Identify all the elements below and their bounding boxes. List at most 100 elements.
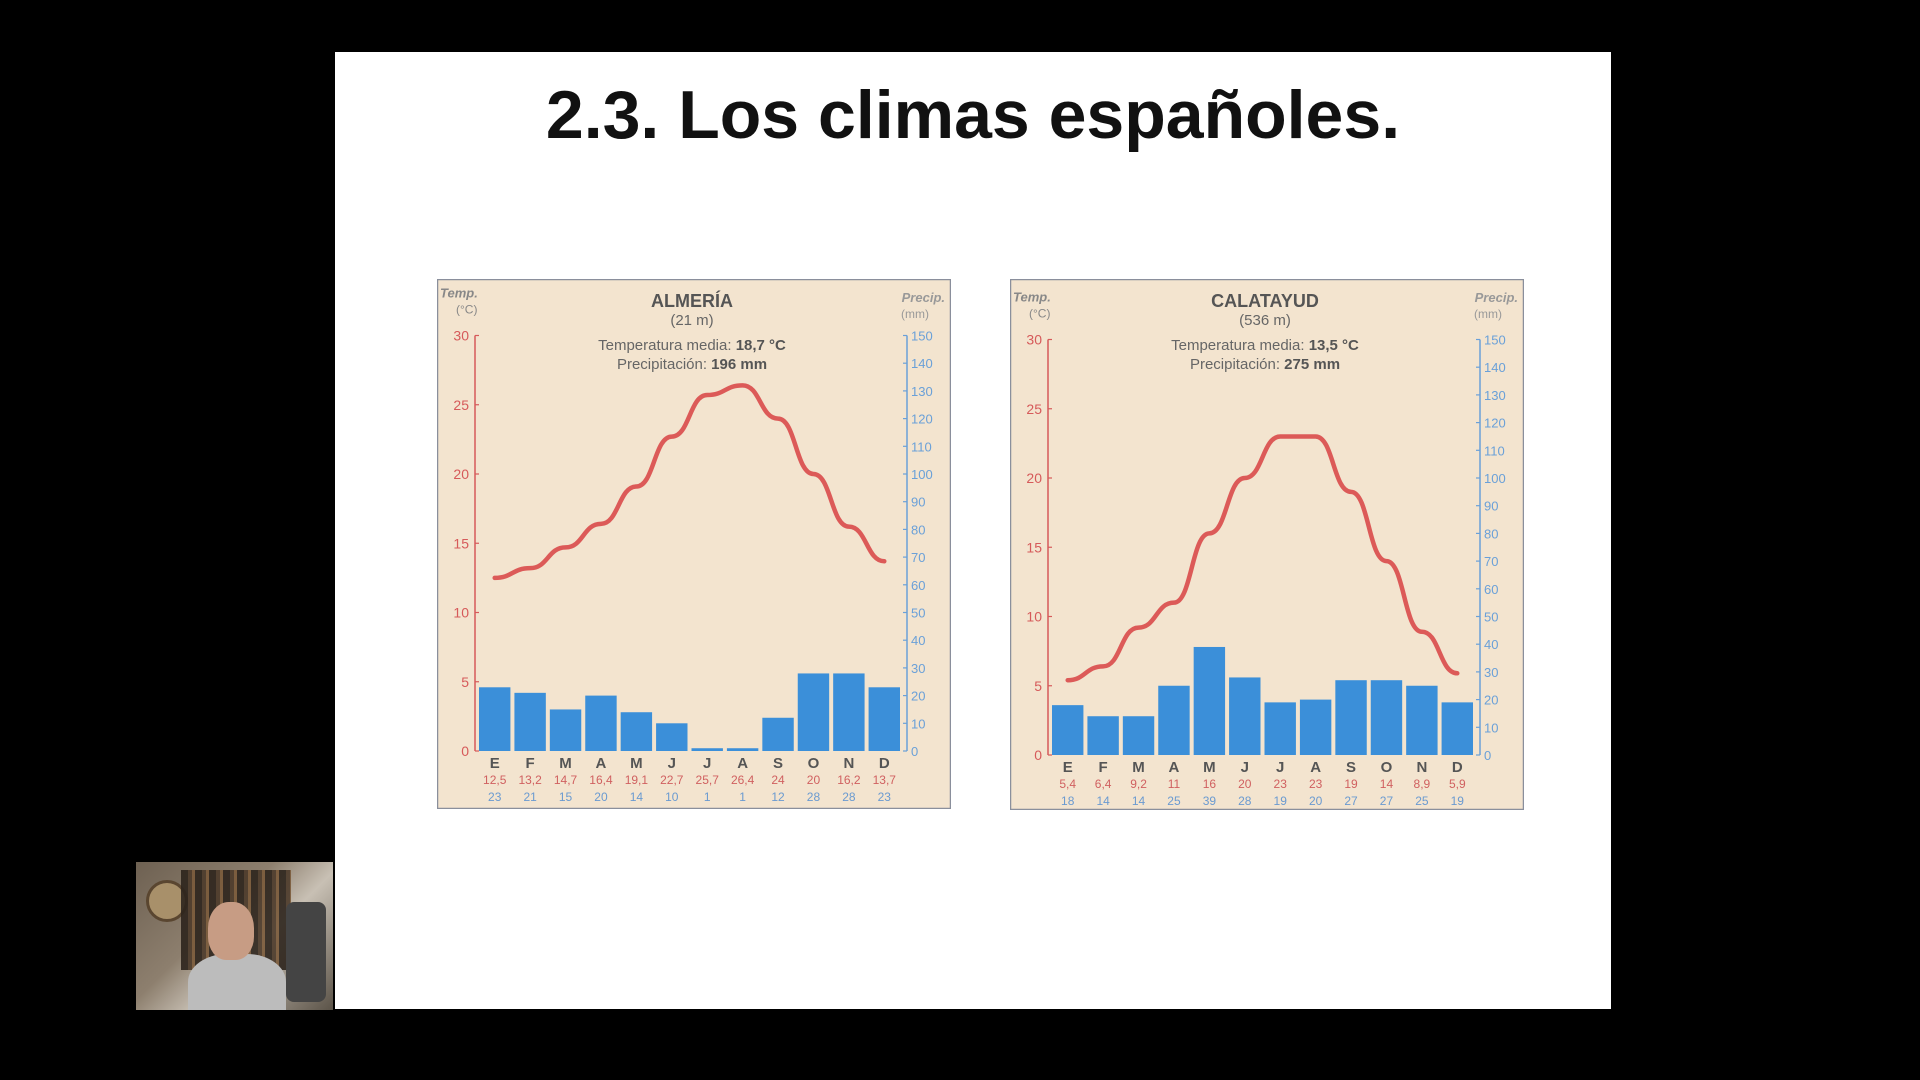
temperature-line: [492, 383, 887, 581]
month-label: D: [1452, 759, 1463, 776]
month-precipitation-value: 23: [878, 790, 892, 804]
month-label: E: [490, 755, 500, 772]
precip-tick-label: 60: [1484, 582, 1498, 597]
month-precipitation-value: 20: [594, 790, 608, 804]
month-label: A: [596, 755, 607, 772]
month-precipitation-value: 12: [771, 790, 785, 804]
mean-temperature-text: Temperatura media: 18,7 °C: [598, 337, 786, 354]
precip-tick-label: 140: [911, 356, 933, 371]
month-precipitation-value: 25: [1415, 794, 1429, 808]
precip-tick-label: 50: [1484, 610, 1498, 625]
month-temperature-value: 22,7: [660, 773, 684, 787]
month-label: J: [703, 755, 711, 772]
month-precipitation-value: 28: [807, 790, 821, 804]
precip-axis-title: Precip.: [1475, 290, 1518, 305]
month-label: M: [559, 755, 572, 772]
precip-bar: [762, 717, 794, 751]
precip-tick-label: 100: [911, 467, 933, 482]
precip-tick-label: 110: [911, 439, 932, 454]
chair: [286, 902, 326, 1002]
precip-bar: [797, 673, 830, 751]
temp-tick-label: 10: [453, 605, 469, 621]
month-precipitation-value: 1: [739, 790, 746, 804]
precip-tick-label: 0: [1484, 748, 1491, 763]
mean-temperature-text: Temperatura media: 13,5 °C: [1171, 337, 1359, 354]
temp-tick-label: 30: [453, 328, 469, 344]
month-label: D: [879, 755, 890, 772]
month-label: J: [1276, 759, 1284, 776]
precip-tick-label: 140: [1484, 360, 1506, 375]
mean-temperature-label: Temperatura media:: [598, 337, 736, 354]
precip-tick-label: 50: [911, 606, 925, 621]
month-label: O: [1381, 759, 1393, 776]
precip-bar: [620, 712, 653, 751]
precipitation-text: Precipitación: 196 mm: [617, 356, 767, 373]
precip-tick-label: 90: [1484, 499, 1498, 514]
month-precipitation-value: 19: [1274, 794, 1288, 808]
temp-tick-label: 0: [461, 743, 469, 759]
chart-title: CALATAYUD: [1211, 291, 1319, 311]
month-precipitation-value: 25: [1167, 794, 1181, 808]
precip-bar: [1370, 680, 1403, 755]
month-label: F: [1099, 759, 1108, 776]
presenter-body: [188, 954, 286, 1010]
temp-tick-label: 5: [1034, 678, 1042, 694]
month-temperature-value: 9,2: [1130, 777, 1147, 791]
temp-tick-label: 20: [1026, 470, 1042, 486]
month-precipitation-value: 28: [842, 790, 856, 804]
temp-tick-label: 25: [1026, 401, 1042, 417]
precip-bar: [1193, 646, 1226, 755]
precip-tick-label: 70: [1484, 554, 1498, 569]
precip-bar: [585, 695, 617, 751]
month-label: F: [526, 755, 535, 772]
month-label: J: [1241, 759, 1249, 776]
precip-tick-label: 70: [911, 550, 925, 565]
month-label: J: [668, 755, 676, 772]
temp-tick-label: 5: [461, 674, 469, 690]
precip-bar: [1299, 699, 1332, 755]
month-precipitation-value: 23: [488, 790, 502, 804]
precip-bar: [1158, 685, 1190, 755]
precip-bar: [1335, 680, 1367, 755]
month-temperature-value: 8,9: [1414, 777, 1431, 791]
temp-tick-label: 15: [453, 535, 469, 551]
precipitation-value: 275 mm: [1284, 356, 1340, 373]
precip-tick-label: 40: [911, 633, 925, 648]
presenter-head: [208, 902, 254, 960]
month-precipitation-value: 28: [1238, 794, 1252, 808]
precip-tick-label: 0: [911, 744, 918, 759]
temp-tick-label: 25: [453, 397, 469, 413]
month-temperature-value: 14,7: [554, 773, 578, 787]
month-temperature-value: 19,1: [625, 773, 649, 787]
precip-bar: [549, 709, 582, 751]
month-label: M: [630, 755, 643, 772]
month-precipitation-value: 21: [523, 790, 537, 804]
precip-tick-label: 130: [1484, 388, 1506, 403]
precip-tick-label: 130: [911, 384, 933, 399]
month-temperature-value: 6,4: [1095, 777, 1112, 791]
temperature-line: [1065, 434, 1460, 683]
precipitation-label: Precipitación:: [1190, 356, 1284, 373]
chart-title: ALMERÍA: [651, 290, 733, 311]
precip-tick-label: 150: [911, 329, 933, 344]
temp-tick-label: 15: [1026, 539, 1042, 555]
precip-bar: [479, 687, 511, 751]
month-temperature-value: 23: [1309, 777, 1323, 791]
precip-tick-label: 10: [911, 716, 925, 731]
month-temperature-value: 16,2: [837, 773, 861, 787]
temp-tick-label: 0: [1034, 747, 1042, 763]
month-label: O: [808, 755, 820, 772]
precip-tick-label: 100: [1484, 471, 1506, 486]
precip-bar: [1229, 677, 1261, 755]
month-label: M: [1132, 759, 1145, 776]
month-label: N: [843, 755, 854, 772]
precip-tick-label: 120: [911, 412, 933, 427]
month-label: A: [1310, 759, 1321, 776]
month-label: M: [1203, 759, 1216, 776]
temp-tick-label: 10: [1026, 609, 1042, 625]
month-precipitation-value: 14: [1096, 794, 1110, 808]
mean-temperature-value: 18,7 °C: [736, 337, 786, 354]
precip-bar: [833, 673, 865, 751]
month-label: E: [1063, 759, 1073, 776]
temp-tick-label: 20: [453, 466, 469, 482]
